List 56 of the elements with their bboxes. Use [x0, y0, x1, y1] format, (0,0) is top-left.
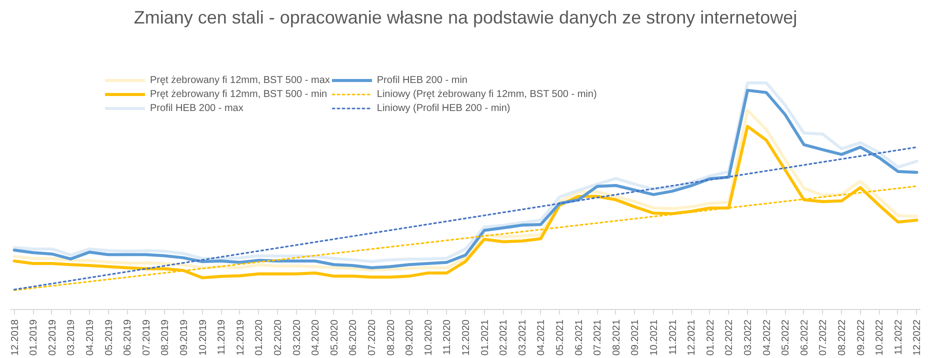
x-tick-label: 11.2020	[442, 319, 454, 355]
x-tick-label: 08.2022	[837, 319, 848, 356]
x-tick-label: 10.2021	[649, 319, 660, 356]
legend-label: Liniowy (Pręt żebrowany fi 12mm, BST 500 - min)	[376, 88, 597, 100]
x-tick-label: 08.2020	[386, 319, 397, 356]
x-tick-label: 02.2020	[272, 319, 284, 356]
x-tick-label: 03.2022	[743, 319, 754, 356]
x-tick-label: 09.2022	[856, 319, 867, 356]
x-tick-label: 02.2019	[47, 319, 58, 356]
x-tick-label: 09.2019	[178, 319, 190, 356]
x-tick-label: 06.2019	[122, 319, 134, 356]
x-tick-label: 05.2020	[329, 319, 340, 356]
chart-title: Zmiany cen stali - opracowanie własne na podstawie danych ze strony internetowej	[134, 8, 798, 28]
x-tick-label: 09.2020	[404, 319, 416, 356]
legend-label: Profil HEB 200 - min	[376, 74, 468, 86]
x-tick-label: 06.2022	[799, 319, 810, 356]
x-tick-label: 05.2019	[104, 319, 115, 356]
x-tick-label: 04.2022	[762, 319, 773, 356]
x-tick-label: 03.2021	[517, 319, 528, 356]
x-tick-label: 06.2020	[348, 319, 360, 356]
legend-label: Liniowy (Profil HEB 200 - min)	[376, 102, 510, 114]
x-tick-label: 04.2020	[310, 319, 322, 356]
legend-label: Pręt żebrowany fi 12mm, BST 500 - max	[150, 74, 330, 86]
x-tick-label: 04.2021	[536, 319, 548, 356]
x-tick-label: 07.2019	[141, 319, 152, 356]
x-tick-label: 07.2020	[366, 319, 378, 356]
x-tick-label: 11.2019	[216, 319, 228, 355]
x-tick-label: 08.2021	[611, 319, 622, 356]
x-tick-label: 10.2022	[874, 319, 886, 356]
x-tick-label: 11.2021	[668, 319, 679, 355]
x-tick-label: 05.2021	[555, 319, 566, 356]
x-tick-label: 04.2019	[84, 319, 96, 356]
x-tick-label: 02.2021	[498, 319, 510, 356]
x-tick-label: 01.2019	[28, 319, 40, 356]
x-tick-label: 12.2019	[235, 319, 246, 356]
x-tick-label: 05.2022	[780, 319, 792, 356]
x-tick-label: 11.2022	[893, 319, 904, 355]
x-tick-label: 03.2020	[292, 319, 303, 356]
x-tick-label: 12.2022	[912, 319, 924, 356]
x-tick-label: 03.2019	[66, 319, 78, 356]
x-tick-label: 07.2022	[818, 319, 830, 356]
x-tick-label: 07.2021	[592, 319, 604, 356]
x-tick-label: 10.2020	[423, 319, 434, 356]
x-tick-label: 09.2021	[630, 319, 642, 356]
x-tick-label: 12.2018	[10, 319, 21, 356]
legend-label: Profil HEB 200 - max	[150, 102, 244, 114]
x-tick-label: 10.2019	[198, 319, 209, 356]
x-tick-label: 06.2021	[574, 319, 585, 356]
x-tick-label: 01.2020	[254, 319, 266, 356]
x-tick-label: 12.2021	[686, 319, 698, 356]
x-tick-label: 12.2020	[461, 319, 472, 356]
x-tick-label: 01.2021	[480, 319, 491, 356]
x-tick-label: 01.2022	[705, 319, 716, 356]
x-tick-label: 02.2022	[724, 319, 736, 356]
legend-label: Pręt żebrowany fi 12mm, BST 500 - min	[150, 88, 328, 100]
x-tick-label: 08.2019	[160, 319, 172, 356]
